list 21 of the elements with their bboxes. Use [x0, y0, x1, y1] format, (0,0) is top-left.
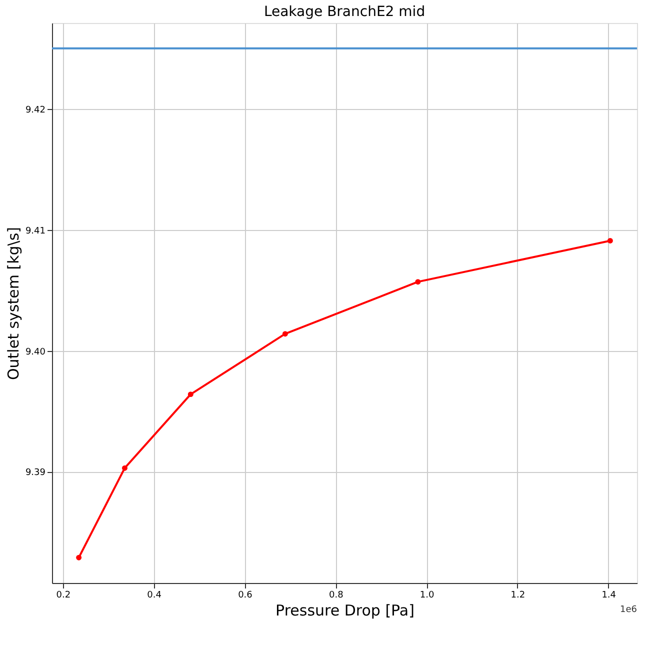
x-tick-label: 0.6: [238, 590, 253, 600]
x-tick-label: 1.2: [510, 590, 526, 600]
y-axis-title: Outlet system [kg\s]: [4, 226, 22, 380]
y-tick-label: 9.40: [25, 347, 46, 358]
point: [607, 238, 613, 244]
x-tick-label: 0.4: [147, 590, 162, 600]
chart-title: Leakage BranchE2 mid: [264, 4, 426, 20]
text: 1e6: [620, 605, 638, 615]
y-tick-label: 9.42: [25, 105, 46, 116]
x-tick-label: 0.8: [328, 590, 344, 600]
point: [282, 331, 288, 337]
point: [188, 392, 194, 398]
x-tick-label: 0.2: [56, 590, 71, 600]
point: [76, 554, 82, 560]
x-axis-title: Pressure Drop [Pa]: [276, 602, 414, 620]
x-tick-label: 1.4: [602, 590, 616, 600]
y-tick-label: 9.41: [25, 226, 46, 236]
y-tick-label: 9.39: [25, 468, 46, 478]
x-tick-label: 1.0: [420, 590, 434, 600]
point: [122, 465, 128, 471]
point: [415, 279, 421, 285]
